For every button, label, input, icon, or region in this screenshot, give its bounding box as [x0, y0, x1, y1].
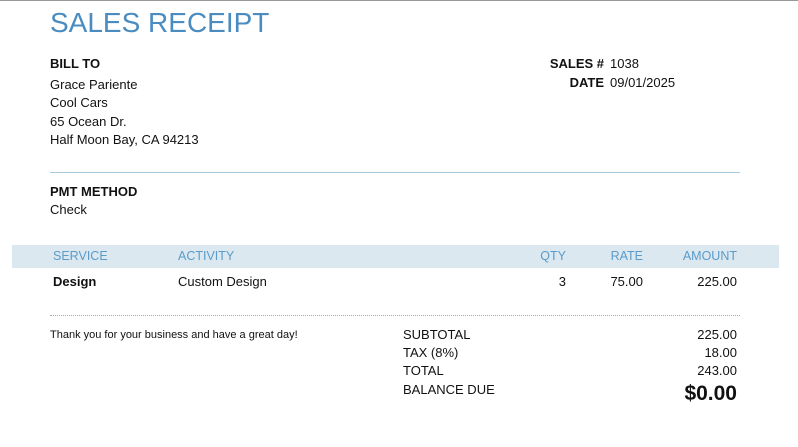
- table-cell: 3: [558, 274, 566, 289]
- bill-to-line: Grace Pariente: [50, 77, 138, 92]
- total-label: SUBTOTAL: [403, 327, 471, 342]
- table-cell: 225.00: [697, 274, 737, 289]
- title: SALES RECEIPT: [50, 7, 270, 38]
- column-header: RATE: [610, 249, 643, 263]
- bill-to-line: 65 Ocean Dr.: [50, 114, 127, 129]
- date-label: DATE: [569, 75, 604, 90]
- bill-to-line: Half Moon Bay, CA 94213: [50, 132, 199, 147]
- note: Thank you for your business and have a g…: [50, 329, 298, 341]
- column-header: SERVICE: [53, 249, 108, 263]
- sales-no: 1038: [610, 56, 639, 71]
- table-header-band: [12, 245, 779, 268]
- total-label: TOTAL: [403, 363, 444, 378]
- dotted-divider: [50, 315, 740, 316]
- sales-no-label: SALES #: [549, 56, 604, 71]
- date: 09/01/2025: [610, 75, 676, 90]
- table-cell: Custom Design: [178, 274, 267, 289]
- divider: [50, 172, 740, 173]
- table-cell: Design: [53, 274, 97, 289]
- total-value: 225.00: [697, 327, 737, 342]
- total-label: TAX (8%): [403, 345, 459, 360]
- column-header: ACTIVITY: [178, 249, 235, 263]
- balance-value: $0.00: [684, 382, 737, 405]
- column-header: AMOUNT: [682, 249, 737, 263]
- bill-to-line: Cool Cars: [50, 95, 108, 110]
- total-value: 243.00: [697, 363, 737, 378]
- bill-to-label: BILL TO: [50, 56, 101, 71]
- column-header: QTY: [540, 249, 566, 263]
- total-value: 18.00: [704, 345, 737, 360]
- balance-label: BALANCE DUE: [403, 382, 495, 397]
- payment-value: Check: [50, 202, 87, 217]
- table-cell: 75.00: [610, 274, 643, 289]
- payment-label: PMT METHOD: [50, 184, 138, 199]
